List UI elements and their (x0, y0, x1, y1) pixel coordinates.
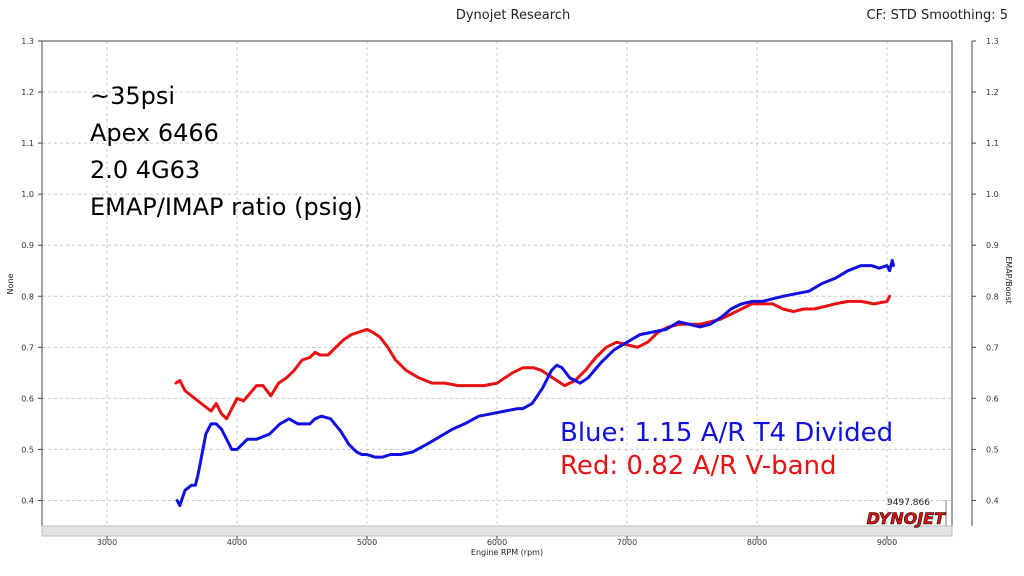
cursor-readout: 9497.866 (887, 498, 930, 508)
y-tick-label: 1.0 (21, 190, 34, 199)
header-title: Dynojet Research (456, 8, 570, 23)
right-axis-ticks: 1.3 1.2 1.1 1.0 0.9 0.8 0.7 0.6 0.5 0.4 (972, 37, 999, 505)
x-scroll-strip[interactable] (41, 525, 953, 537)
x-tick-label: 8000 (747, 538, 767, 547)
x-tick-label: 7000 (617, 538, 637, 547)
annotation-metric: EMAP/IMAP ratio (psig) (90, 193, 362, 221)
y-tick-label-right: 0.9 (986, 241, 999, 250)
y-tick-label: 0.8 (21, 292, 34, 301)
y-tick-label: 0.9 (21, 241, 34, 250)
grid-lines (42, 41, 952, 526)
dynojet-logo: DYNOJET (866, 509, 947, 529)
data-series (174, 259, 895, 508)
right-axis-label: EMAP/Boost (1004, 256, 1013, 304)
left-axis-ticks: 1.3 1.2 1.1 1.0 0.9 0.8 0.7 0.6 0.5 0.4 (21, 37, 42, 505)
legend-blue: Blue: 1.15 A/R T4 Divided (560, 418, 893, 448)
y-tick-label: 0.5 (21, 445, 34, 454)
y-tick-label: 0.7 (21, 343, 34, 352)
annotation-turbo: Apex 6466 (90, 119, 219, 147)
header-settings: CF: STD Smoothing: 5 (867, 8, 1008, 23)
y-tick-label-right: 0.7 (986, 343, 999, 352)
series-line-blue (175, 259, 895, 508)
y-tick-label-right: 0.8 (986, 292, 999, 301)
y-tick-label: 0.6 (21, 394, 34, 403)
y-tick-label: 0.4 (21, 496, 34, 505)
y-tick-label-right: 1.0 (986, 190, 999, 199)
logo-text: DYNOJET (867, 509, 947, 528)
y-tick-label: 1.1 (21, 139, 34, 148)
y-tick-label-right: 0.4 (986, 496, 999, 505)
series-line-red (174, 294, 892, 421)
x-axis-ticks: 3000 4000 5000 6000 7000 8000 9000 (97, 536, 897, 547)
left-axis-label: None (6, 273, 15, 294)
x-tick-label: 5000 (357, 538, 377, 547)
x-tick-label: 6000 (487, 538, 507, 547)
legend-red: Red: 0.82 A/R V-band (560, 451, 837, 481)
x-tick-label: 4000 (227, 538, 247, 547)
y-tick-label-right: 1.1 (986, 139, 999, 148)
y-tick-label-right: 0.6 (986, 394, 999, 403)
x-tick-label: 3000 (97, 538, 117, 547)
x-tick-label: 9000 (877, 538, 897, 547)
y-tick-label: 1.2 (21, 88, 34, 97)
y-tick-label-right: 0.5 (986, 445, 999, 454)
y-tick-label-right: 1.2 (986, 88, 999, 97)
annotation-boost: ~35psi (90, 82, 175, 110)
y-tick-label-right: 1.3 (986, 37, 999, 46)
annotation-engine: 2.0 4G63 (90, 156, 200, 184)
x-axis-label: Engine RPM (rpm) (471, 548, 543, 557)
y-tick-label: 1.3 (21, 37, 34, 46)
